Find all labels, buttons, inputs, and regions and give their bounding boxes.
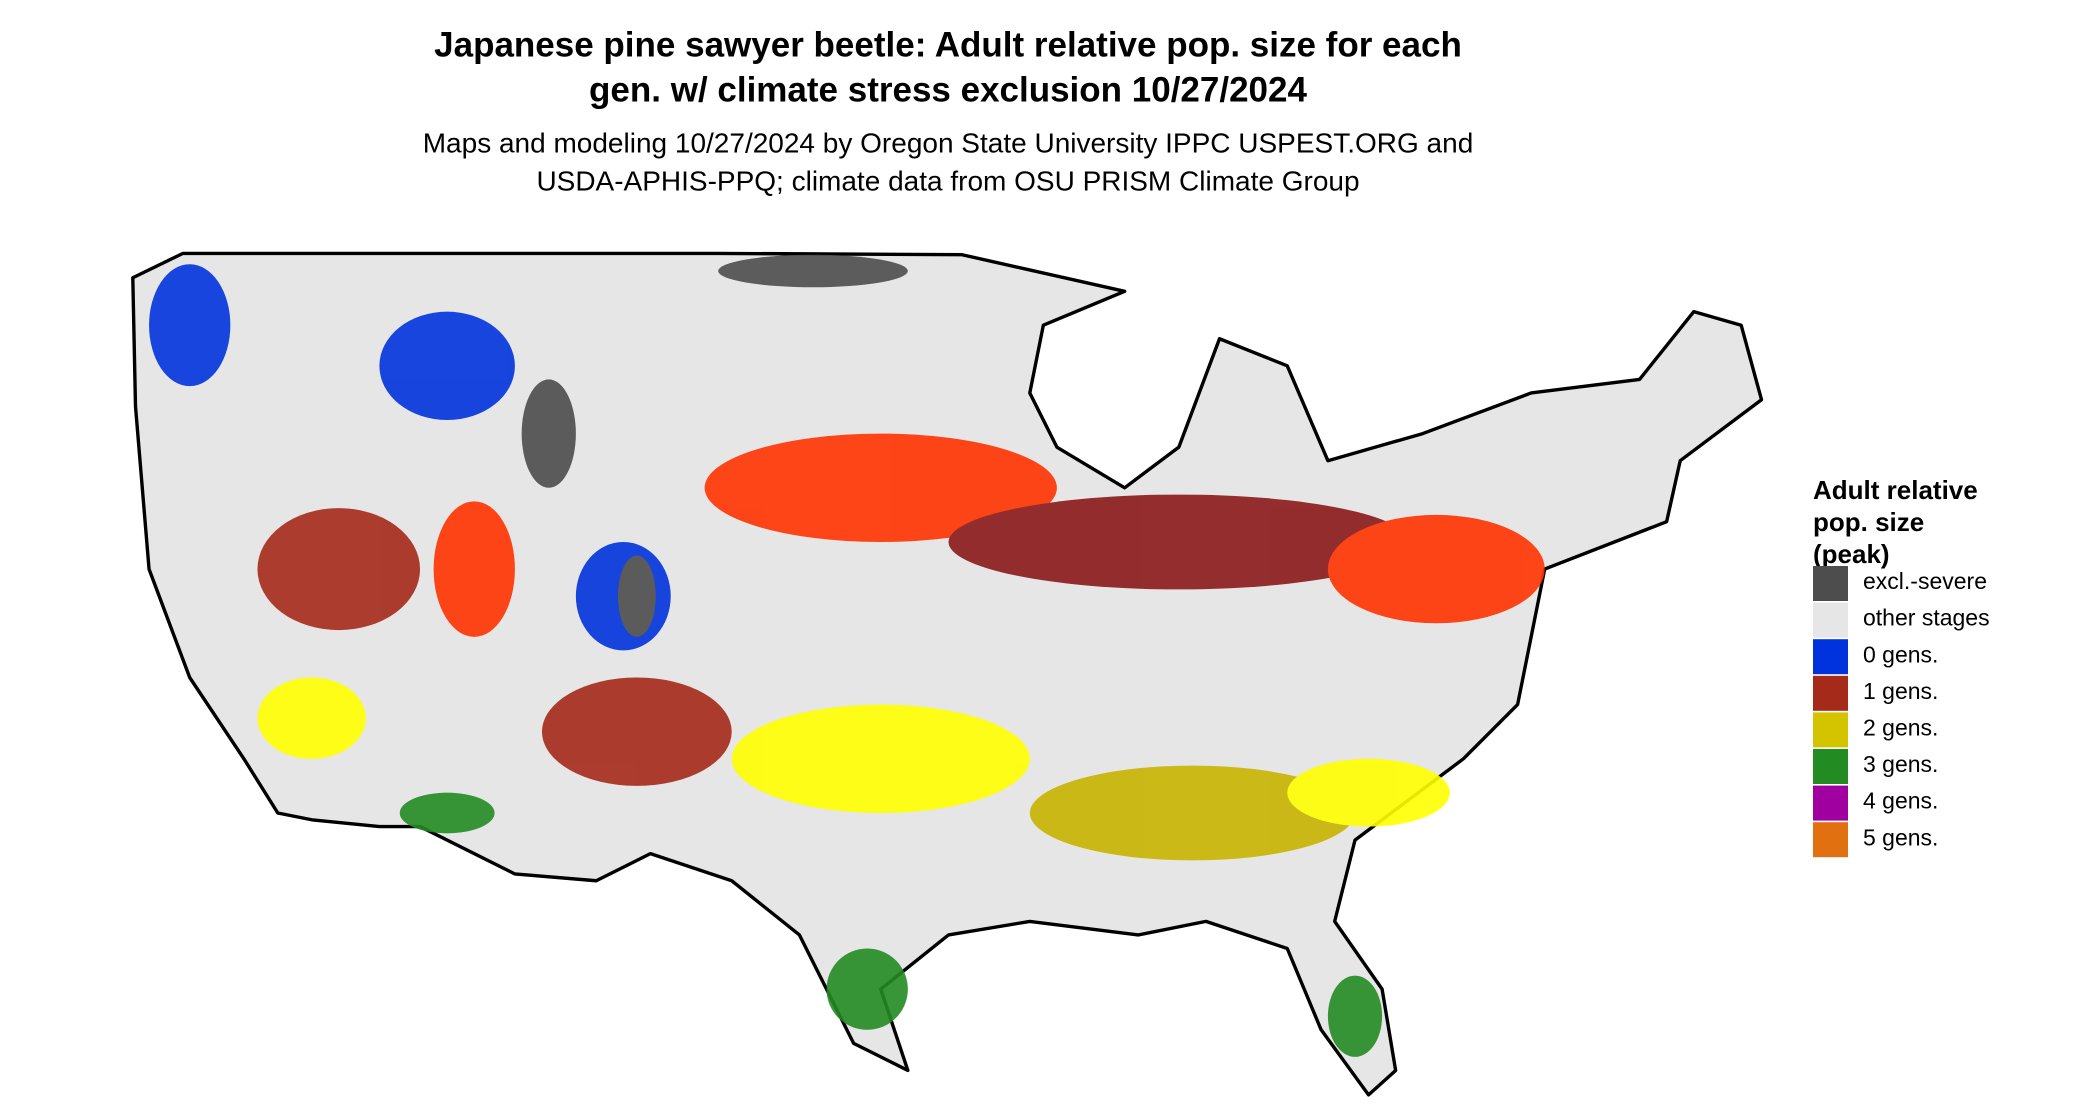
subtitle-line: USDA-APHIS-PPQ; climate data from OSU PR… (536, 165, 1359, 196)
legend-swatch (1813, 675, 1848, 711)
subtitle-line: Maps and modeling 10/27/2024 by Oregon S… (423, 127, 1474, 158)
legend-title-line: pop. size (1813, 507, 1924, 537)
legend-label: 1 gens. (1863, 678, 1938, 704)
title-line: gen. w/ climate stress exclusion 10/27/2… (589, 70, 1307, 109)
legend-swatch (1813, 602, 1848, 638)
legend-title-line: Adult relative (1813, 475, 1978, 505)
legend-label: other stages (1863, 605, 1990, 631)
legend-label: excl.-severe (1863, 568, 1987, 594)
legend-swatch (1813, 822, 1848, 858)
legend-swatch (1813, 749, 1848, 784)
legend-title-line: (peak) (1813, 539, 1890, 569)
legend-label: 3 gens. (1863, 751, 1938, 777)
legend-label: 4 gens. (1863, 788, 1938, 814)
us-outline (131, 251, 1764, 1097)
legend-label: 2 gens. (1863, 714, 1938, 740)
legend-swatch (1813, 639, 1848, 675)
legend-swatch (1813, 566, 1848, 601)
title-line: Japanese pine sawyer beetle: Adult relat… (434, 25, 1462, 64)
legend-swatch (1813, 785, 1848, 821)
legend-swatch (1813, 712, 1848, 748)
legend: excl.-severe other stages 0 gens. 1 gens. 2 … (1813, 566, 1990, 858)
legend-label: 5 gens. (1863, 824, 1938, 850)
range-patches (149, 254, 1545, 1057)
us-map (131, 251, 1764, 1097)
legend-label: 0 gens. (1863, 641, 1938, 667)
